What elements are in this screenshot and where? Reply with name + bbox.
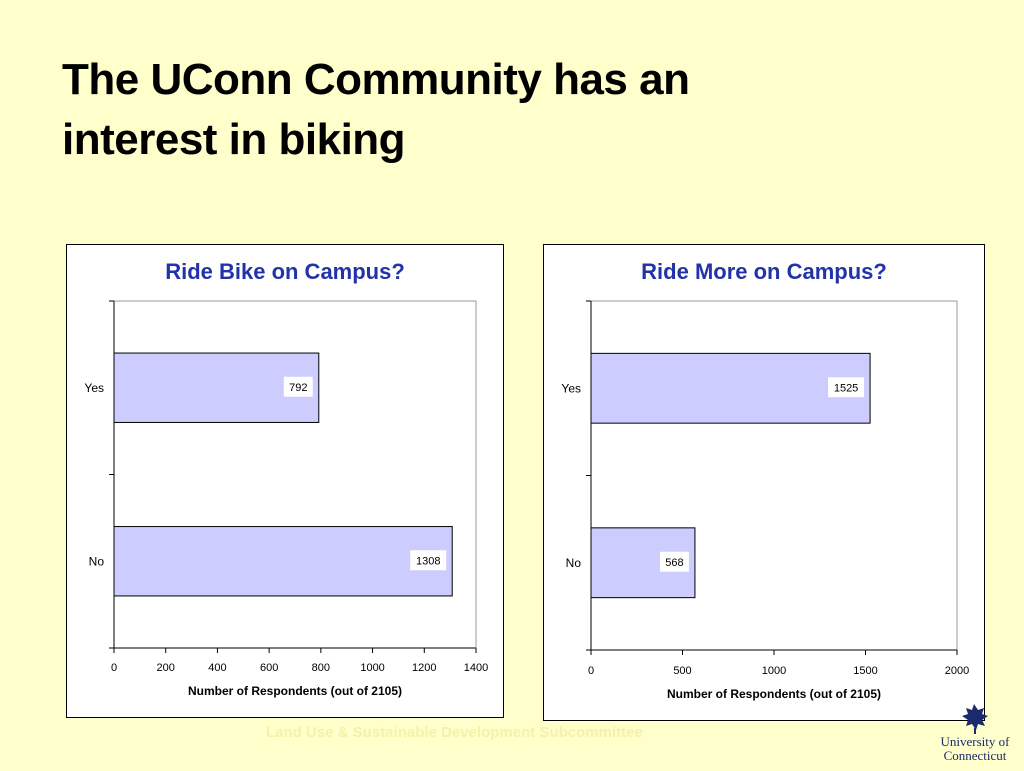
bar-no — [113, 526, 453, 597]
category-label: Yes — [561, 381, 581, 395]
data-label: 792 — [289, 382, 307, 394]
x-tick-label: 600 — [260, 662, 278, 674]
x-tick-label: 0 — [588, 665, 594, 677]
category-label: No — [89, 554, 105, 568]
category-label: No — [566, 556, 582, 570]
data-label: 1308 — [416, 555, 440, 567]
chart-svg: Ride Bike on Campus? 0 200 400 600 800 1000 120… — [84, 259, 488, 698]
logo-line-1: University of — [941, 734, 1011, 749]
x-tick-label: 500 — [673, 665, 691, 677]
logo-line-2: Connecticut — [944, 748, 1007, 763]
x-axis-label: Number of Respondents (out of 2105) — [188, 684, 402, 698]
chart-panel-ride-more: Ride More on Campus? 0 500 1000 1500 2000 Yes 1… — [543, 244, 985, 721]
x-axis-label: Number of Respondents (out of 2105) — [667, 687, 881, 701]
data-label: 1525 — [834, 382, 858, 394]
x-tick-label: 200 — [157, 662, 175, 674]
x-tick-label: 1200 — [412, 662, 436, 674]
x-tick-label: 2000 — [945, 665, 969, 677]
chart-title: Ride More on Campus? — [641, 259, 887, 284]
chart-panel-ride-bike: Ride Bike on Campus? 0 200 400 600 800 1000 120… — [66, 244, 504, 718]
x-tick-label: 1400 — [464, 662, 488, 674]
footer-text: Land Use & Sustainable Development Subco… — [266, 724, 643, 741]
x-tick-label: 400 — [208, 662, 226, 674]
x-tick-label: 800 — [312, 662, 330, 674]
chart-title: Ride Bike on Campus? — [165, 259, 405, 284]
data-label-box — [659, 551, 689, 572]
university-logo: University of Connecticut — [930, 700, 1020, 766]
category-label: Yes — [84, 381, 104, 395]
oak-leaf-icon: University of Connecticut — [941, 704, 1011, 763]
data-label-box — [283, 376, 313, 397]
data-label-box — [828, 377, 865, 398]
data-label: 568 — [665, 557, 683, 569]
bar-yes — [590, 352, 871, 424]
x-tick-label: 1000 — [360, 662, 384, 674]
x-tick-label: 0 — [111, 662, 117, 674]
chart-svg: Ride More on Campus? 0 500 1000 1500 2000 Yes 1… — [561, 259, 969, 701]
data-label-box — [410, 550, 447, 571]
x-tick-label: 1000 — [762, 665, 786, 677]
slide-title: The UConn Community has an interest in b… — [62, 55, 690, 164]
x-tick-label: 1500 — [853, 665, 877, 677]
